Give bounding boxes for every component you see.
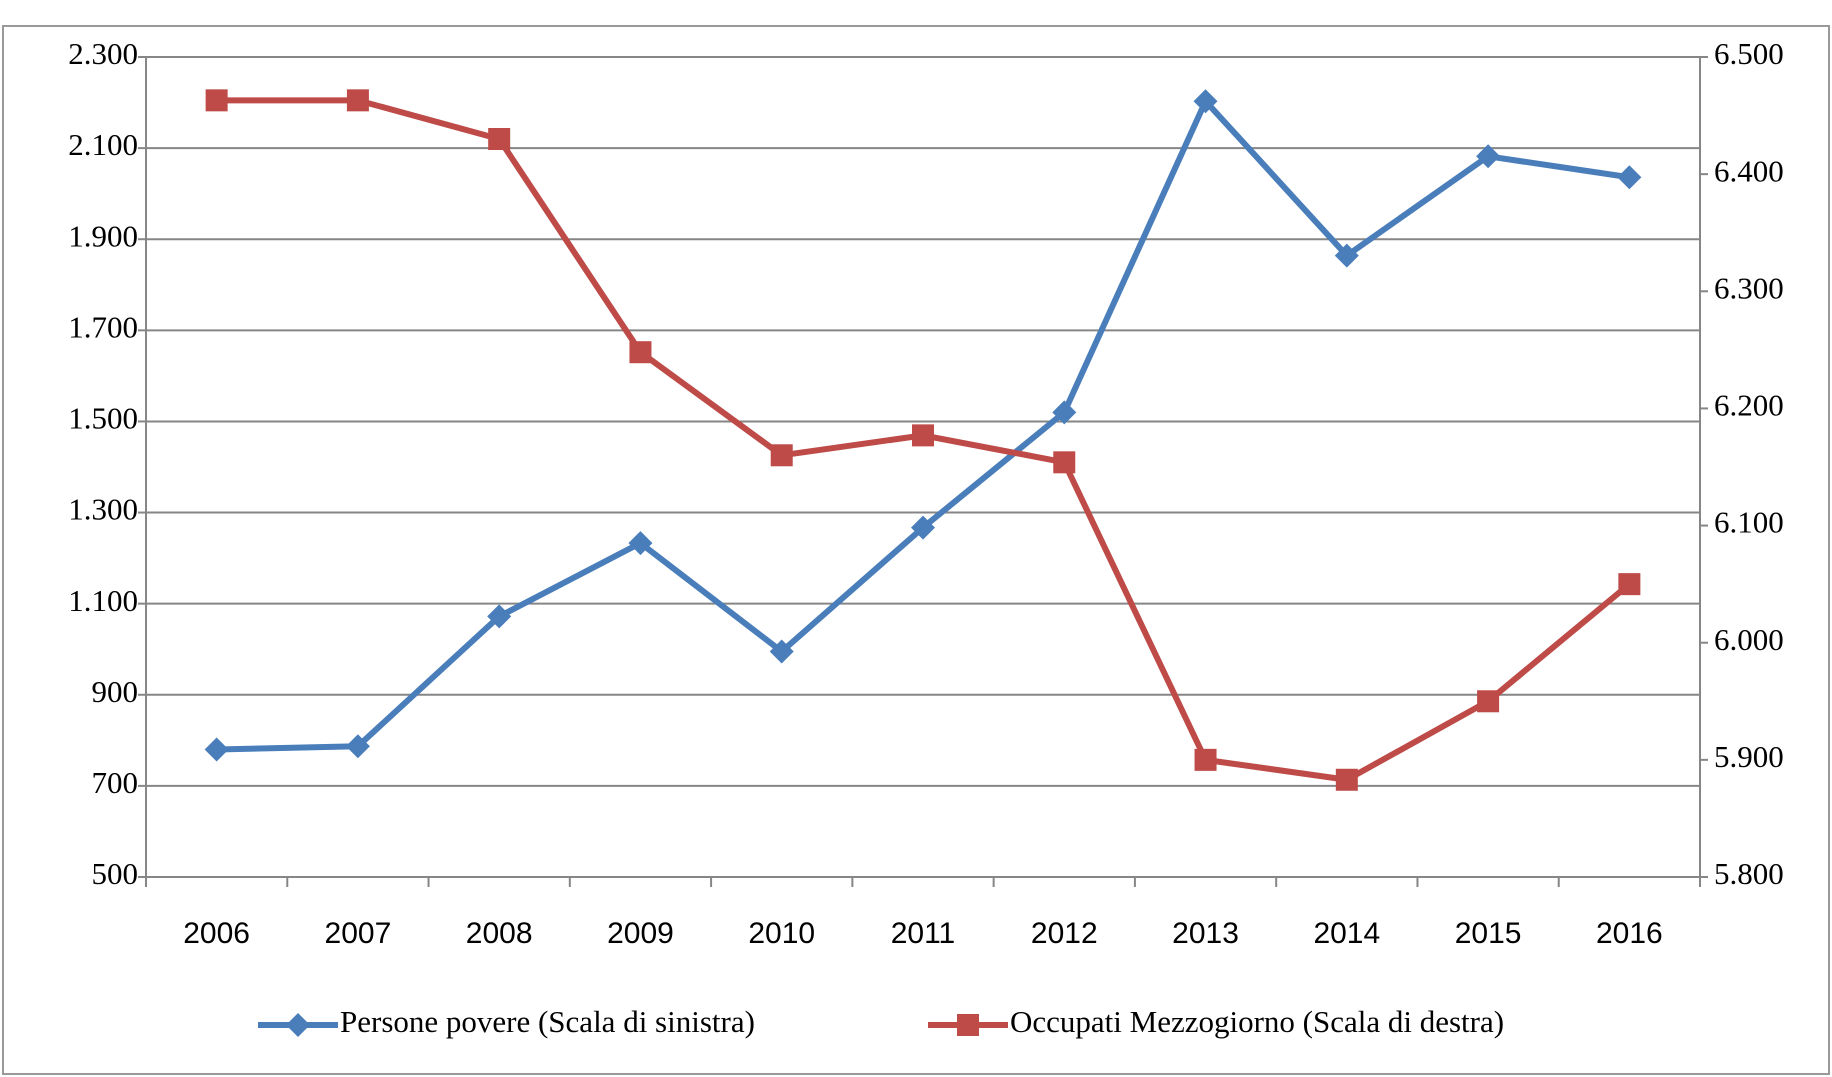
legend-label: Occupati Mezzogiorno (Scala di destra) — [1010, 1004, 1504, 1039]
y2-tick-label: 5.900 — [1714, 739, 1784, 774]
data-point — [1193, 89, 1218, 114]
chart-frame — [2, 25, 1830, 1075]
data-point — [628, 531, 653, 556]
y-tick-label: 900 — [92, 674, 139, 709]
data-point — [205, 89, 228, 112]
data-point — [912, 424, 934, 447]
x-tick-label: 2016 — [1596, 917, 1663, 950]
data-point — [1334, 243, 1359, 268]
data-point — [769, 639, 794, 664]
data-point — [345, 734, 370, 759]
data-point — [346, 89, 369, 112]
y2-tick-label: 6.000 — [1714, 622, 1784, 657]
data-point — [1194, 748, 1217, 771]
data-point — [1476, 144, 1501, 169]
data-point — [488, 128, 511, 150]
y-tick-label: 2.100 — [68, 127, 138, 162]
y-tick-label: 2.300 — [68, 36, 138, 71]
data-point — [487, 604, 512, 629]
x-tick-label: 2013 — [1172, 917, 1239, 950]
legend-marker — [957, 1014, 979, 1036]
x-tick-label: 2006 — [183, 917, 250, 950]
x-tick-label: 2009 — [607, 917, 674, 950]
data-point — [204, 737, 229, 762]
data-point — [770, 444, 793, 467]
x-tick-label: 2012 — [1031, 917, 1098, 950]
data-point — [629, 341, 652, 364]
x-tick-label: 2007 — [325, 917, 392, 950]
y-tick-label: 1.100 — [68, 583, 138, 618]
data-point — [1052, 400, 1077, 425]
y2-tick-label: 6.100 — [1714, 505, 1784, 540]
data-point — [1335, 768, 1358, 791]
y2-tick-label: 6.300 — [1714, 270, 1784, 305]
y2-tick-label: 6.200 — [1714, 388, 1784, 423]
legend-label: Persone povere (Scala di sinistra) — [340, 1004, 755, 1039]
data-point — [1617, 165, 1642, 190]
y-tick-label: 700 — [92, 765, 139, 800]
data-point — [911, 515, 935, 540]
data-point — [1053, 451, 1076, 474]
y2-tick-label: 6.500 — [1714, 36, 1784, 71]
data-point — [1477, 690, 1500, 713]
y2-tick-label: 6.400 — [1714, 153, 1784, 188]
y-tick-label: 500 — [92, 856, 139, 891]
x-tick-label: 2008 — [466, 917, 533, 950]
x-tick-label: 2015 — [1455, 917, 1522, 950]
x-tick-label: 2011 — [891, 917, 956, 950]
x-tick-label: 2014 — [1313, 917, 1380, 950]
y2-tick-label: 5.800 — [1714, 856, 1784, 891]
y-tick-label: 1.500 — [68, 401, 138, 436]
y-tick-label: 1.900 — [68, 218, 138, 253]
y-tick-label: 1.300 — [68, 492, 138, 527]
data-point — [1618, 573, 1641, 596]
y-tick-label: 1.700 — [68, 309, 138, 344]
x-tick-label: 2010 — [748, 917, 815, 950]
legend-marker — [286, 1013, 310, 1037]
